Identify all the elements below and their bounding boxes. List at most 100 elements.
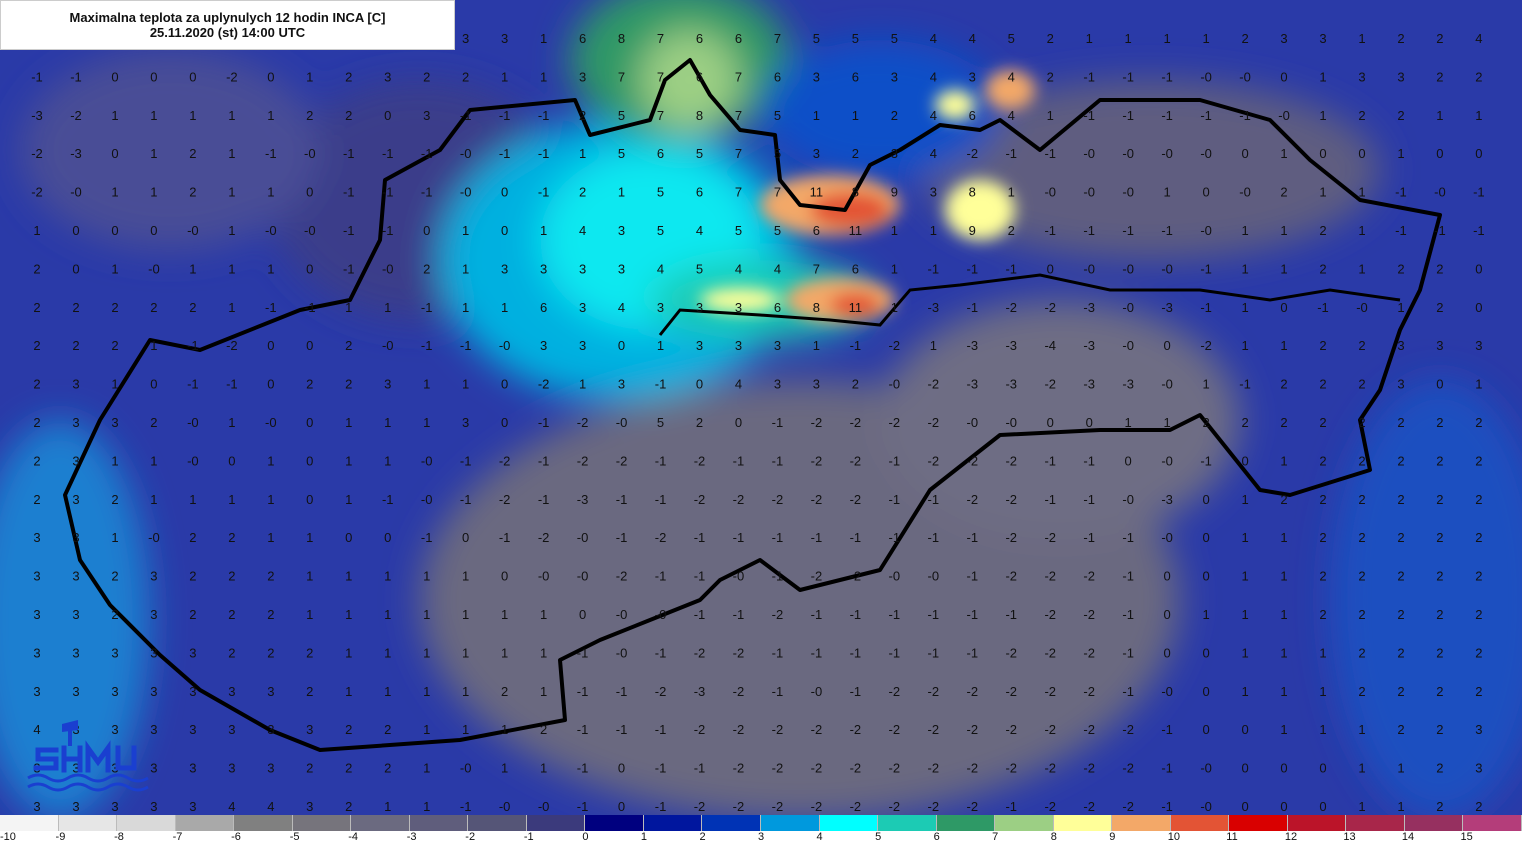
grid-value: 2	[1475, 492, 1482, 507]
legend-swatch	[995, 815, 1054, 831]
grid-value: 6	[735, 31, 742, 46]
grid-value: -2	[694, 492, 706, 507]
grid-value: -2	[1200, 338, 1212, 353]
grid-value: 6	[852, 69, 859, 84]
grid-value: 3	[462, 31, 469, 46]
grid-value: -0	[1356, 300, 1368, 315]
grid-value: -4	[1044, 338, 1056, 353]
grid-value: 2	[228, 569, 235, 584]
grid-value: -2	[850, 761, 862, 776]
grid-value: -1	[421, 530, 433, 545]
grid-value: -1	[1083, 223, 1095, 238]
grid-value: -2	[889, 761, 901, 776]
grid-value: 2	[1397, 684, 1404, 699]
grid-value: 0	[111, 223, 118, 238]
grid-value: 3	[579, 69, 586, 84]
grid-value: 1	[1475, 377, 1482, 392]
grid-value: -2	[889, 799, 901, 814]
grid-value: -0	[187, 223, 199, 238]
grid-value: -2	[889, 415, 901, 430]
grid-value: 2	[1397, 31, 1404, 46]
grid-value: -1	[265, 300, 277, 315]
grid-value: 0	[1202, 492, 1209, 507]
grid-value: -2	[811, 569, 823, 584]
legend-label: 7	[992, 831, 999, 843]
grid-value: -1	[928, 261, 940, 276]
legend-swatch	[117, 815, 176, 831]
grid-value: 1	[267, 492, 274, 507]
grid-value: 1	[1319, 645, 1326, 660]
grid-value: 2	[579, 108, 586, 123]
grid-value: 3	[72, 415, 79, 430]
grid-value: -1	[1005, 799, 1017, 814]
grid-value: 2	[1436, 530, 1443, 545]
grid-value: 5	[618, 146, 625, 161]
grid-value: -1	[343, 185, 355, 200]
grid-value: -1	[655, 722, 667, 737]
grid-value: 1	[1397, 146, 1404, 161]
grid-value: -1	[1122, 530, 1134, 545]
grid-value: 0	[618, 799, 625, 814]
grid-value: 7	[735, 146, 742, 161]
legend-label: -9	[55, 831, 66, 843]
grid-value: 0	[384, 530, 391, 545]
grid-value: 0	[267, 377, 274, 392]
grid-value: -2	[1044, 607, 1056, 622]
grid-value: -1	[382, 146, 394, 161]
grid-value: -2	[1044, 569, 1056, 584]
grid-value: 2	[1397, 722, 1404, 737]
grid-value: -1	[1161, 108, 1173, 123]
grid-value: -2	[499, 453, 511, 468]
grid-value: 0	[1280, 69, 1287, 84]
grid-value: 2	[1436, 453, 1443, 468]
grid-value: 3	[72, 761, 79, 776]
legend-swatch	[468, 815, 527, 831]
grid-value: -1	[811, 530, 823, 545]
grid-value: 2	[111, 492, 118, 507]
grid-value: -2	[928, 684, 940, 699]
grid-value: 1	[306, 569, 313, 584]
legend-label: -6	[231, 831, 241, 843]
grid-value: -1	[1317, 300, 1329, 315]
grid-value: -1	[1083, 69, 1095, 84]
grid-value: 1	[891, 300, 898, 315]
grid-value: 1	[150, 338, 157, 353]
grid-value: 2	[1241, 31, 1248, 46]
grid-value: 0	[1280, 300, 1287, 315]
grid-value: 2	[306, 761, 313, 776]
grid-value: -2	[733, 684, 745, 699]
grid-value: -2	[928, 415, 940, 430]
grid-value: 1	[228, 108, 235, 123]
legend-label: -8	[114, 831, 124, 843]
value-grid: 3 3 1 6 8 7 6 6 7 5 5 5 4 4 5 2 1 1 1 1 2 3 3 1 2 2 4-1 -1 0 0 0 -2 0 1 2 3…	[31, 31, 1484, 814]
grid-value: -2	[966, 492, 978, 507]
grid-value: -2	[1122, 722, 1134, 737]
grid-value: -2	[1044, 799, 1056, 814]
grid-value: -0	[928, 569, 940, 584]
grid-value: 3	[228, 761, 235, 776]
grid-value: 0	[1436, 146, 1443, 161]
grid-value: 1	[111, 377, 118, 392]
grid-value: 3	[579, 300, 586, 315]
grid-value: -1	[1395, 223, 1407, 238]
grid-value: 1	[1280, 569, 1287, 584]
grid-value: -2	[694, 799, 706, 814]
grid-value: 6	[540, 300, 547, 315]
grid-value: 3	[501, 261, 508, 276]
grid-value: 1	[1358, 31, 1365, 46]
grid-value: 1	[111, 108, 118, 123]
grid-value: 1	[501, 722, 508, 737]
grid-value: 0	[1358, 146, 1365, 161]
grid-value: 0	[618, 338, 625, 353]
grid-value: 1	[1241, 300, 1248, 315]
grid-value: -0	[70, 185, 82, 200]
grid-value: -1	[694, 761, 706, 776]
grid-value: -2	[226, 69, 238, 84]
grid-value: -1	[1083, 108, 1095, 123]
grid-value: 5	[813, 31, 820, 46]
grid-value: 0	[501, 377, 508, 392]
grid-value: -2	[1083, 684, 1095, 699]
grid-value: -1	[1473, 223, 1485, 238]
grid-value: -0	[499, 799, 511, 814]
grid-value: -1	[655, 569, 667, 584]
